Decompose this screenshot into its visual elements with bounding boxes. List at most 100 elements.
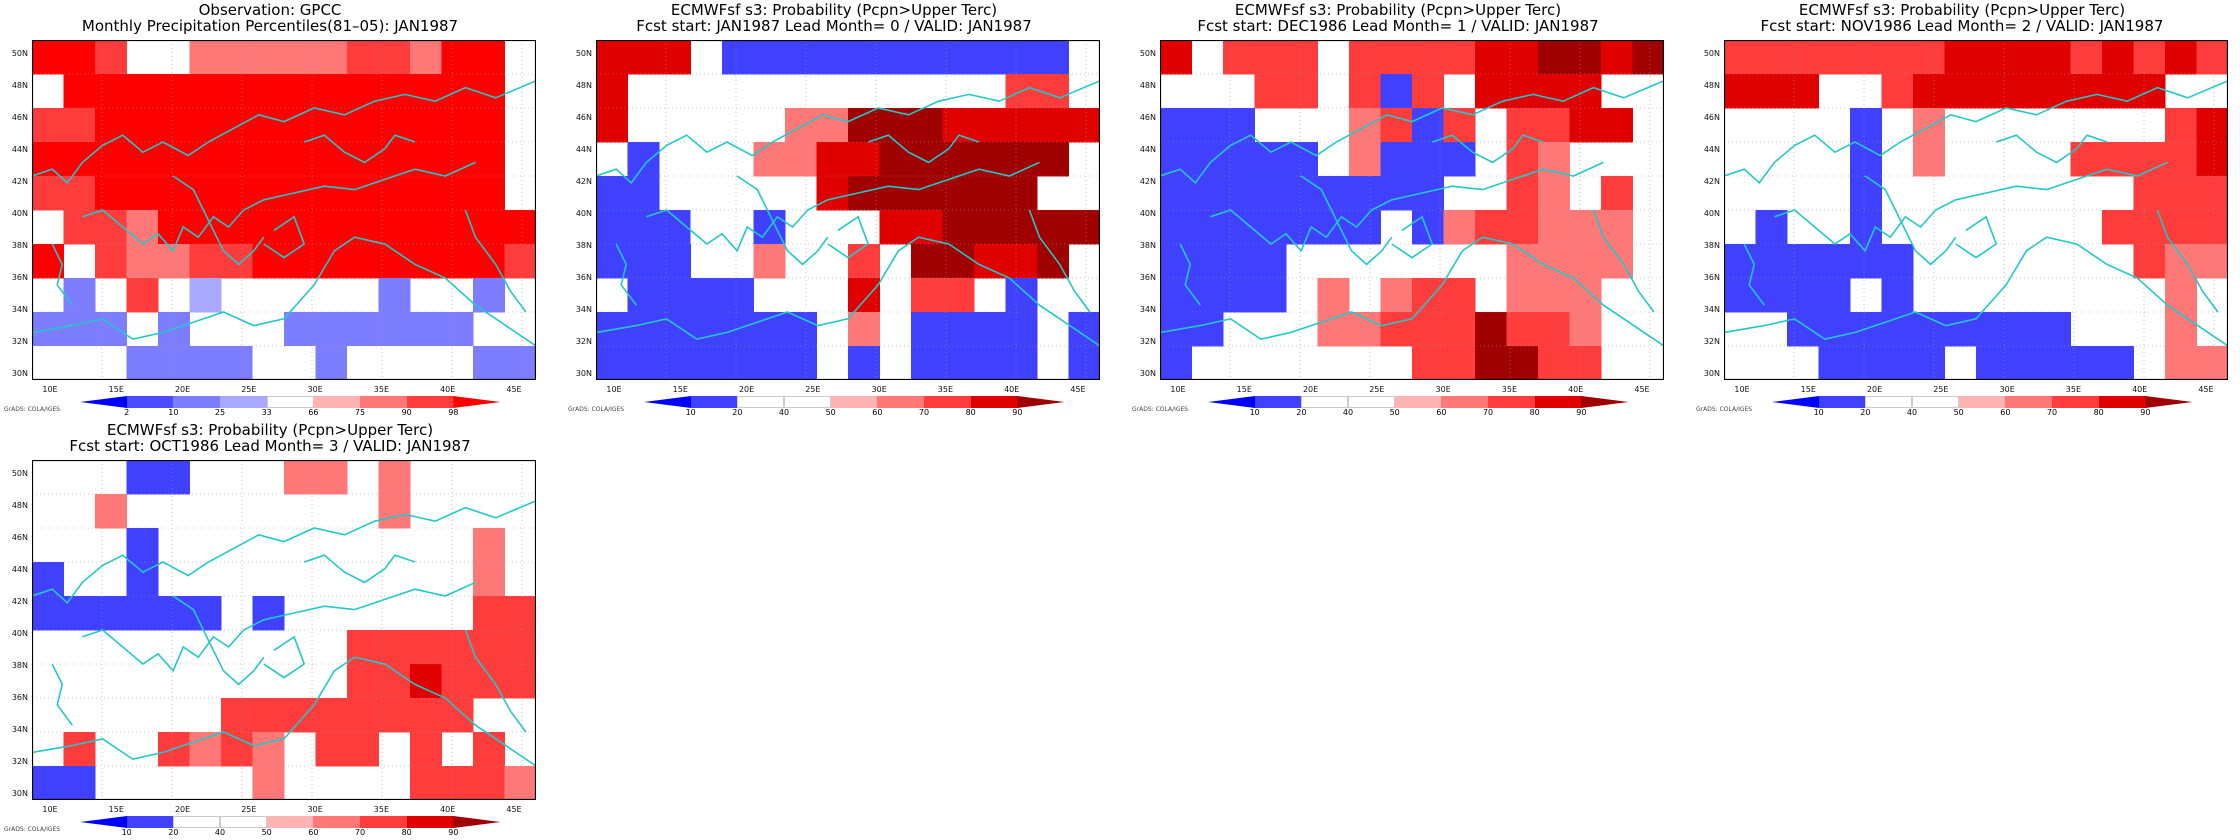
grid-cell <box>785 108 817 143</box>
grid-cell <box>1191 108 1224 143</box>
latitude-label: 38N <box>575 241 592 250</box>
grid-cell <box>1349 312 1381 347</box>
colorbar-tick: 70 <box>2046 408 2058 417</box>
colorbar-tick: 20 <box>732 408 743 417</box>
grid-cell <box>785 346 817 380</box>
latitude-label: 30N <box>1703 369 1720 378</box>
grid-cell <box>221 142 253 177</box>
grid-cell <box>974 244 1006 279</box>
grid-cell <box>1160 210 1192 245</box>
grid-cell <box>1223 244 1255 279</box>
grid-cell <box>722 278 754 313</box>
colorbar-swatch <box>1958 396 2006 408</box>
coastline <box>1179 243 1201 306</box>
grid-cell <box>1005 176 1038 211</box>
grid-cell <box>441 176 474 211</box>
latitude-label: 34N <box>11 725 28 734</box>
grid-cell <box>32 346 64 380</box>
grid-cell <box>441 40 474 75</box>
grid-cell <box>974 312 1006 347</box>
grid-cell <box>473 210 505 245</box>
grid-cell <box>848 108 880 143</box>
grid-cell <box>1818 312 1851 347</box>
grid-cell <box>1755 74 1788 109</box>
grid-cell <box>1881 346 1914 380</box>
coastline <box>596 236 1100 347</box>
grid-cell <box>95 494 127 529</box>
grid-cell <box>284 142 316 177</box>
grid-cell <box>315 74 348 109</box>
grid-cell <box>63 74 96 109</box>
grid-cell <box>1755 244 1788 279</box>
grid-cell <box>1881 312 1914 347</box>
colorbar-swatch <box>877 396 925 408</box>
latitude-label: 38N <box>1703 241 1720 250</box>
grid-cell <box>221 176 253 211</box>
colorbar-tick: 70 <box>918 408 930 417</box>
grid-cell <box>221 732 253 767</box>
grid-cell <box>284 40 316 75</box>
grid-cell <box>158 108 190 143</box>
grid-cell <box>126 278 159 313</box>
coastline <box>1160 80 1664 184</box>
grid-cell <box>2007 312 2040 347</box>
latitude-label: 36N <box>1139 273 1156 282</box>
grid-cell <box>627 312 660 347</box>
grid-cell <box>32 596 64 631</box>
grid-cell <box>410 664 442 699</box>
coastline <box>464 629 527 733</box>
colorbar-tick: 40 <box>778 408 790 417</box>
coastline <box>1955 215 1998 259</box>
grid-cell <box>441 630 474 665</box>
grid-cell <box>848 40 880 75</box>
grid-cell <box>1223 210 1255 245</box>
grid-cell <box>315 732 348 767</box>
grid-cell <box>378 142 411 177</box>
grid-cell <box>473 142 505 177</box>
grid-cell <box>1412 74 1444 109</box>
grid-cell <box>1191 312 1224 347</box>
grid-cell <box>911 244 943 279</box>
grid-cell <box>347 346 379 380</box>
longitude-label: 40E <box>440 385 456 394</box>
grid-cell <box>1412 176 1444 211</box>
grid-cell <box>1037 40 1069 75</box>
latitude-label: 40N <box>11 629 28 638</box>
longitude-label: 25E <box>241 385 257 394</box>
coastline <box>1431 134 1544 164</box>
latitude-label: 34N <box>575 305 592 314</box>
longitude-label: 35E <box>373 385 390 394</box>
coastline <box>172 175 265 266</box>
grid-cell <box>2007 40 2040 75</box>
grid-cell <box>1191 210 1224 245</box>
grid-cell <box>627 40 660 75</box>
grid-cell <box>284 108 316 143</box>
grid-cell <box>1254 74 1287 109</box>
credit-label: GrADS: COLA/IGES <box>1696 406 1753 413</box>
panel-subtitle: Fcst start: DEC1986 Lead Month= 1 / VALI… <box>1197 17 1599 35</box>
grid-cell <box>1068 210 1100 245</box>
colorbar-swatch <box>173 816 221 828</box>
grid-cell <box>252 596 285 631</box>
grid-cell <box>32 244 64 279</box>
colorbar-swatch <box>1772 396 1820 408</box>
colorbar-swatch <box>2145 396 2193 408</box>
coastline <box>1724 236 2228 347</box>
grid-cell <box>2165 210 2197 245</box>
colorbar-swatch <box>970 396 1018 408</box>
grid-cell <box>95 40 127 75</box>
grid-cell <box>690 346 723 380</box>
grid-cell <box>1506 142 1539 177</box>
grid-cell <box>1380 176 1413 211</box>
grid-cell <box>63 40 96 75</box>
grid-cell <box>1944 74 1977 109</box>
grid-cell <box>879 176 912 211</box>
grid-cell <box>1538 40 1570 75</box>
coastline <box>32 80 536 184</box>
grid-cell <box>1818 278 1851 313</box>
colorbar-tick: 70 <box>354 828 366 837</box>
grid-cell <box>1569 312 1602 347</box>
latitude-label: 46N <box>11 533 28 542</box>
grid-cell <box>785 142 817 177</box>
grid-cell <box>816 142 849 177</box>
